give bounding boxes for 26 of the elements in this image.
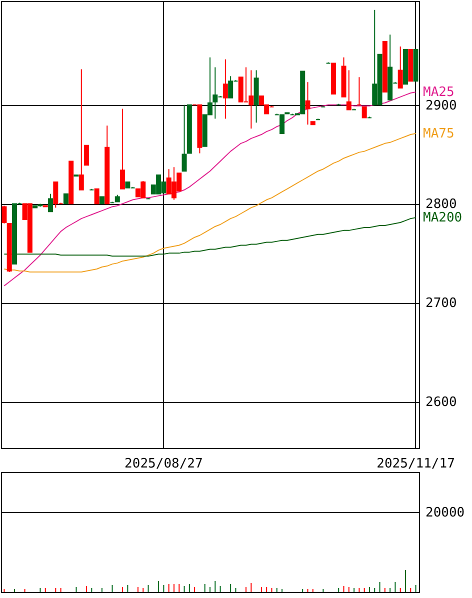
candlestick — [48, 193, 54, 212]
y-tick-label: 2800 — [426, 197, 457, 212]
candlestick — [94, 188, 100, 204]
candlestick — [362, 106, 367, 118]
candlestick — [228, 76, 234, 98]
line-series — [4, 133, 416, 272]
x-tick-label: 2025/11/17 — [376, 456, 455, 472]
candlestick — [120, 108, 126, 190]
candlestick — [2, 205, 7, 224]
series-label: MA75 — [423, 126, 454, 142]
candlestick — [398, 46, 403, 89]
series-label: MA25 — [423, 84, 454, 100]
y-tick-label: 20000 — [426, 506, 465, 520]
candlestick — [346, 70, 352, 110]
y-tick-label: 2600 — [426, 395, 457, 410]
line-series — [4, 217, 416, 257]
candlestick — [63, 193, 68, 204]
candlestick — [84, 144, 90, 166]
candlestick — [78, 68, 84, 190]
x-tick-label: 2025/08/27 — [124, 456, 203, 472]
candlestick — [305, 82, 310, 126]
candlestick — [222, 58, 228, 120]
y-tick-label: 2700 — [426, 296, 457, 312]
y-tick-label: 2900 — [426, 98, 457, 114]
candlestick — [182, 104, 187, 172]
series-label: MA200 — [423, 210, 462, 226]
